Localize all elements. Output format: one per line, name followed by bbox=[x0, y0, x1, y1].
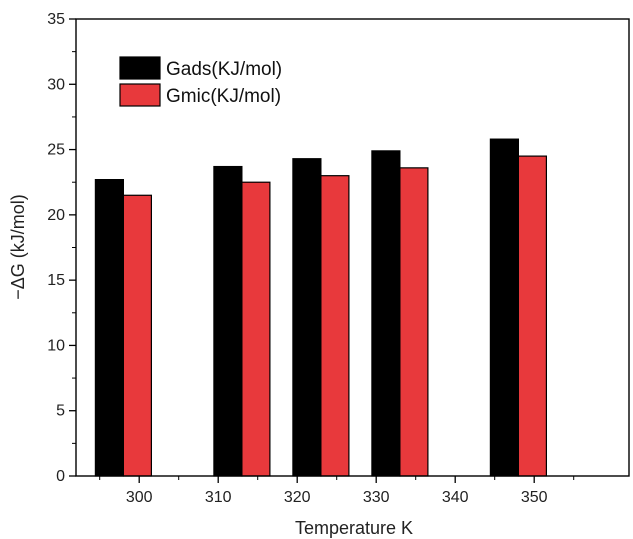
y-tick-label: 0 bbox=[56, 468, 65, 485]
bar-gmic-333 bbox=[399, 167, 429, 477]
y-tick-label: 20 bbox=[47, 207, 65, 224]
bar-gads-313 bbox=[213, 165, 243, 477]
bars-layer bbox=[94, 138, 548, 477]
y-tick-label: 35 bbox=[47, 11, 65, 28]
x-tick-label: 310 bbox=[205, 489, 232, 506]
x-tick-label: 330 bbox=[363, 489, 390, 506]
bar-gmic-298 bbox=[122, 194, 153, 477]
bar-gmic-323 bbox=[320, 175, 350, 477]
legend-swatch bbox=[119, 83, 161, 107]
y-axis-title: −ΔG (kJ/mol) bbox=[8, 194, 28, 300]
legend-label: Gads(KJ/mol) bbox=[166, 59, 282, 80]
legend-label: Gmic(KJ/mol) bbox=[166, 86, 281, 107]
bar-gads-333 bbox=[371, 150, 401, 477]
bar-gmic-348 bbox=[517, 155, 548, 477]
x-tick-label: 320 bbox=[284, 489, 311, 506]
y-tick-label: 10 bbox=[47, 337, 65, 354]
bar-gads-323 bbox=[292, 158, 322, 477]
x-tick-label: 350 bbox=[521, 489, 548, 506]
legend: Gads(KJ/mol) Gmic(KJ/mol) bbox=[119, 56, 282, 107]
y-tick-label: 5 bbox=[56, 403, 65, 420]
bar-gads-348 bbox=[489, 138, 519, 477]
y-tick-label: 15 bbox=[47, 272, 65, 289]
bar-gads-298 bbox=[94, 179, 125, 477]
bar-gmic-313 bbox=[241, 181, 271, 477]
legend-swatch bbox=[119, 56, 161, 80]
x-tick-label: 340 bbox=[442, 489, 469, 506]
axes-layer: 0 5 10 15 20 25 30 35 300 310 320 330 340 350 bbox=[47, 11, 630, 506]
x-tick-label: 300 bbox=[126, 489, 153, 506]
y-tick-label: 25 bbox=[47, 142, 65, 159]
y-tick-label: 30 bbox=[47, 76, 65, 93]
x-axis-title: Temperature K bbox=[295, 518, 413, 538]
